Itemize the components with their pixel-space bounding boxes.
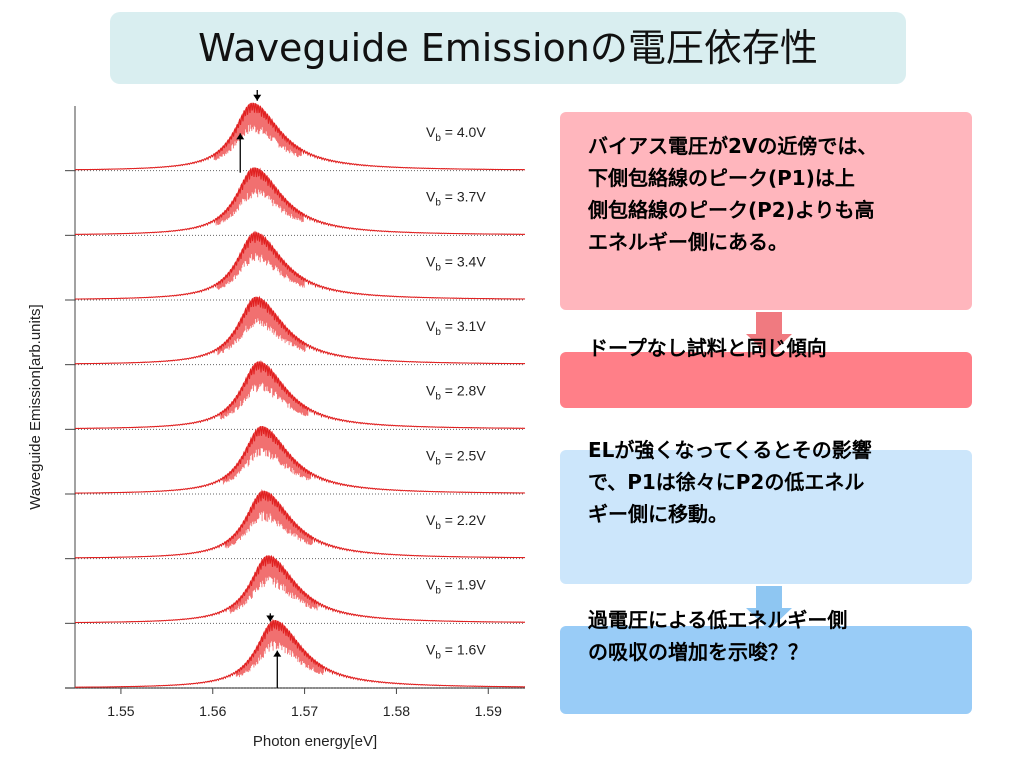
slide-title: Waveguide Emissionの電圧依存性 [198,26,818,70]
spectrum-band-5 [222,426,312,485]
spectrum-line-6 [74,488,526,559]
spectrum-line-1 [74,167,525,236]
spectrum-band-7 [229,555,318,614]
y-axis-label: Waveguide Emission[arb.units] [27,304,44,509]
down-arrow-icon [746,312,792,356]
arrow-p1-bottom-head [273,650,282,657]
note-text-4: 過電圧による低エネルギー側 の吸収の増加を示唆？？ [588,604,847,668]
note-box-4 [560,626,972,714]
series-label-3: Vb = 3.1V [426,318,486,338]
arrow-p2-bottom-head [266,615,275,622]
note-4-line-1: 過電圧による低エネルギー側 [588,608,848,632]
arrow-p1-top-head [236,133,245,140]
down-arrow-icon-2 [746,586,792,630]
spectrum-band-2 [216,232,305,290]
spectrum-band-3 [217,296,306,356]
spectrum-line-7 [75,554,525,624]
x-tick-label-2: 1.57 [291,703,318,719]
note-text-3: ELが強くなってくるとその影響 で、P1は徐々にP2の低エネル ギー側に移動。 [588,434,872,530]
note-3-line-3: ギー側に移動。 [588,502,728,526]
spectrum-line-8 [75,618,525,688]
spectra-chart: 1.55 1.56 1.57 1.58 1.59 Photon energy[eV] Wav… [27,90,526,750]
series-label-5: Vb = 2.5V [426,447,486,467]
series-label-7: Vb = 1.9V [426,577,486,597]
series-label-2: Vb = 3.4V [426,253,486,273]
note-1-line-2: 下側包絡線のピーク(P1)は上 [588,166,855,190]
note-box-2 [560,352,972,408]
x-tick-label-4: 1.59 [475,703,502,719]
spectrum-band-0 [213,102,302,161]
note-1-line-1: バイアス電圧が2Vの近傍では、 [588,134,878,158]
note-3-line-1: ELが強くなってくるとその影響 [588,438,872,462]
spectrum-line-3 [75,295,525,365]
series-label-1: Vb = 3.7V [426,189,486,209]
spectrum-line-0 [74,102,526,171]
spectrum-line-5 [75,425,526,494]
arrow-p2-top-head [253,94,262,101]
spectrum-band-1 [215,167,304,226]
x-tick-label-0: 1.55 [107,703,134,719]
note-1-line-4: エネルギー側にある。 [588,230,788,254]
x-tick-label-3: 1.58 [383,703,410,719]
spectrum-band-4 [220,361,309,420]
series-label-4: Vb = 2.8V [426,383,486,403]
series-label-8: Vb = 1.6V [426,641,486,661]
note-text-2: ドープなし試料と同じ傾向 [588,332,827,364]
title-banner: Waveguide Emissionの電圧依存性 [110,12,906,84]
note-1-line-3: 側包絡線のピーク(P2)よりも高 [588,198,875,222]
spectrum-line-2 [74,230,526,300]
x-axis-label: Photon energy[eV] [253,733,377,750]
spectrum-line-4 [74,360,526,430]
series-label-0: Vb = 4.0V [426,124,486,144]
note-2-line-1: ドープなし試料と同じ傾向 [588,336,827,360]
x-tick-label-1: 1.56 [199,703,226,719]
note-box-3 [560,450,972,584]
note-4-line-2: の吸収の増加を示唆？？ [588,640,808,664]
note-text-1: バイアス電圧が2Vの近傍では、 下側包絡線のピーク(P1)は上 側包絡線のピーク… [588,130,877,258]
series-label-6: Vb = 2.2V [426,512,486,532]
spectrum-band-8 [235,620,324,678]
note-3-line-2: で、P1は徐々にP2の低エネル [588,470,865,494]
spectrum-band-6 [224,490,313,549]
note-box-1 [560,112,972,310]
